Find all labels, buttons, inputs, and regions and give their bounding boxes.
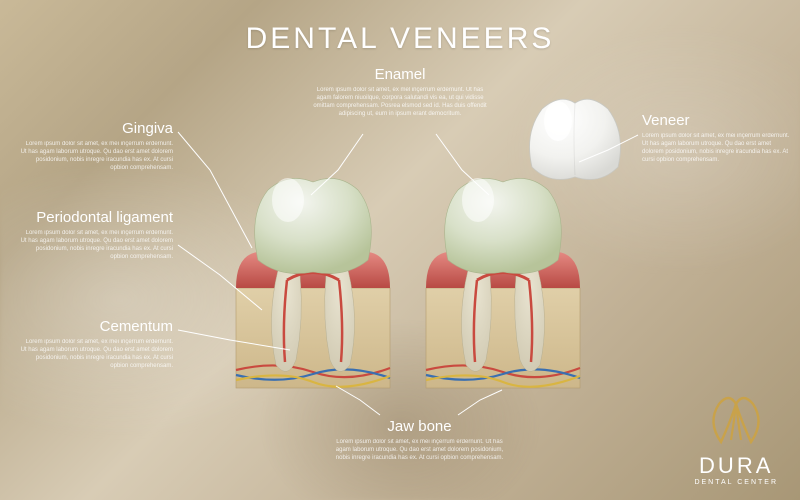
- label-veneer-title: Veneer: [642, 112, 792, 129]
- veneer-cap: [520, 95, 630, 190]
- logo-text: DURA: [694, 453, 778, 479]
- label-veneer: Veneer Lorem ipsum dolor sit amet, ex me…: [642, 112, 792, 164]
- label-gingiva: Gingiva Lorem ipsum dolor sit amet, ex m…: [18, 120, 173, 172]
- label-enamel-title: Enamel: [310, 66, 490, 83]
- label-cementum-title: Cementum: [18, 318, 173, 335]
- label-jawbone-title: Jaw bone: [332, 418, 507, 435]
- label-periodontal: Periodontal ligament Lorem ipsum dolor s…: [18, 210, 173, 261]
- label-periodontal-title: Periodontal ligament: [18, 210, 173, 226]
- label-cementum: Cementum Lorem ipsum dolor sit amet, ex …: [18, 318, 173, 370]
- logo-subtext: DENTAL CENTER: [694, 479, 778, 486]
- label-enamel: Enamel Lorem ipsum dolor sit amet, ex me…: [310, 66, 490, 118]
- logo-icon: [701, 394, 771, 446]
- label-periodontal-desc: Lorem ipsum dolor sit amet, ex mei inçer…: [18, 229, 173, 261]
- label-enamel-desc: Lorem ipsum dolor sit amet, ex mel inçer…: [310, 86, 490, 118]
- tooth-right: [418, 170, 588, 400]
- page-title: DENTAL VENEERS: [246, 22, 555, 56]
- label-veneer-desc: Lorem ipsum dolor sit amet, ex mei inçer…: [642, 132, 792, 164]
- label-jawbone: Jaw bone Lorem ipsum dolor sit amet, ex …: [332, 418, 507, 462]
- brand-logo: DURA DENTAL CENTER: [694, 394, 778, 486]
- label-gingiva-title: Gingiva: [18, 120, 173, 137]
- label-jawbone-desc: Lorem ipsum dolor sit amet, ex mei inçer…: [332, 438, 507, 462]
- tooth-left: [228, 170, 398, 400]
- label-gingiva-desc: Lorem ipsum dolor sit amet, ex mei inçer…: [18, 140, 173, 172]
- label-cementum-desc: Lorem ipsum dolor sit amet, ex mei inçer…: [18, 338, 173, 370]
